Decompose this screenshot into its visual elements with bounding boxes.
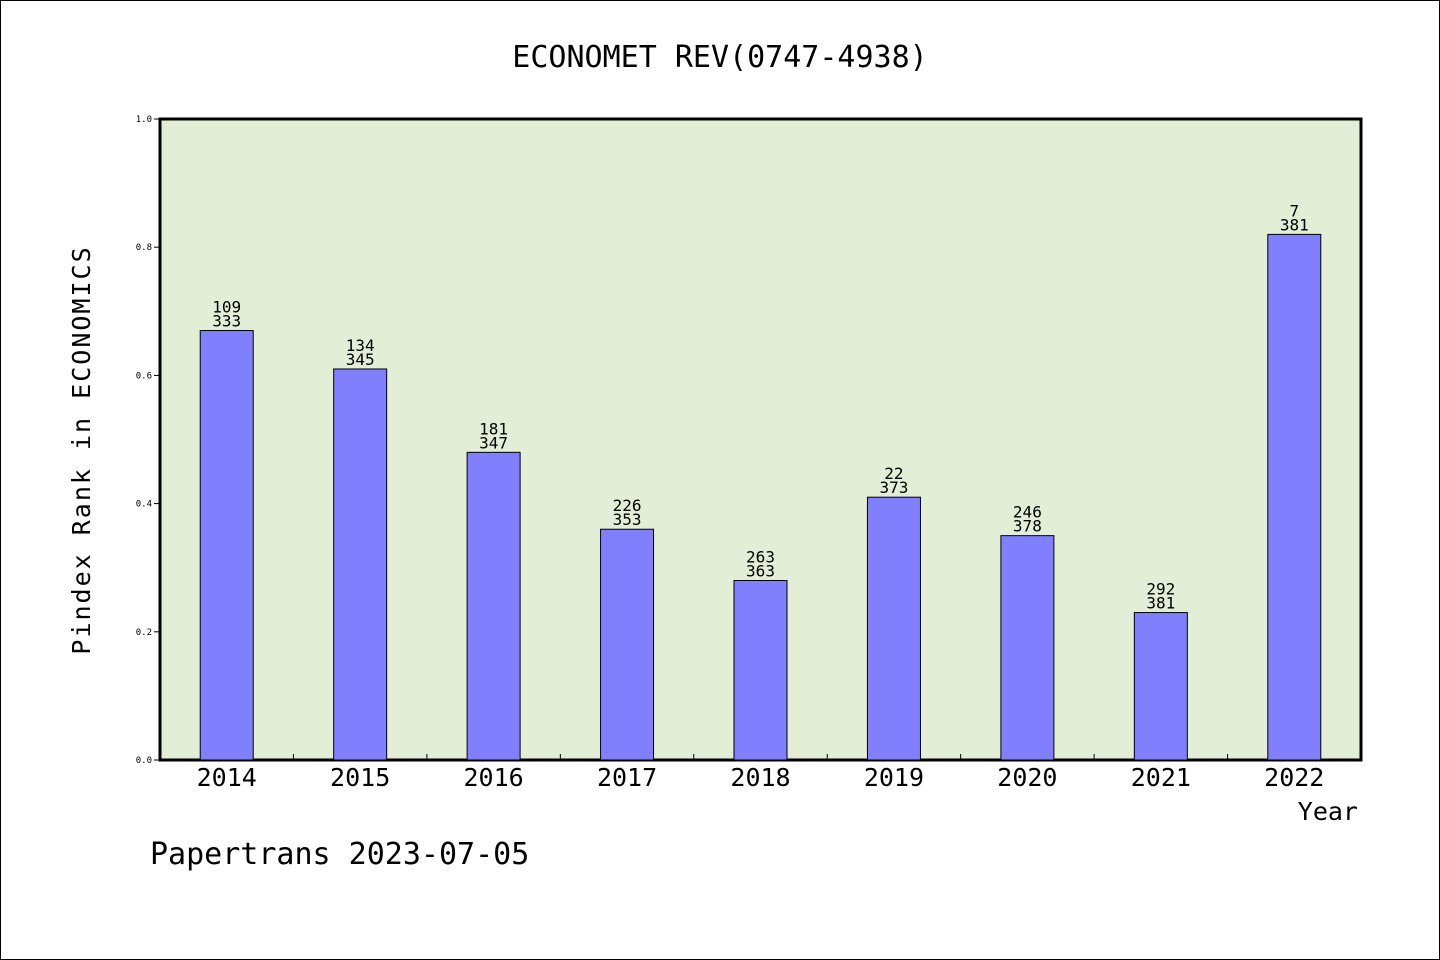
bar-total-label: 347 (479, 433, 508, 452)
x-tick-label: 2018 (730, 763, 790, 792)
bar-rank-label: 226 (613, 496, 642, 515)
chart-title: ECONOMET REV(0747-4938) (512, 40, 927, 75)
bar-rank-label: 292 (1146, 580, 1175, 599)
bar-2016 (466, 451, 521, 761)
bar-total-label: 381 (1146, 594, 1175, 613)
x-tick-label: 2015 (330, 763, 390, 792)
bar-rank-label: 181 (479, 419, 508, 438)
y-tick-label: 1.0 (136, 115, 152, 125)
x-tick-label: 2014 (197, 763, 257, 792)
bar-total-label: 345 (346, 350, 375, 369)
x-tick-label: 2016 (464, 763, 524, 792)
bar-rank-label: 22 (884, 464, 903, 483)
x-tick-label: 2019 (864, 763, 924, 792)
y-tick-label: 0.8 (136, 243, 152, 253)
y-tick-label: 0.0 (136, 756, 152, 766)
bar-2022 (1267, 233, 1322, 761)
y-tick-label: 0.2 (136, 628, 152, 638)
bar-total-label: 363 (746, 562, 775, 581)
bar-total-label: 378 (1013, 517, 1042, 536)
bar-2018 (733, 580, 788, 761)
bar-total-label: 373 (879, 478, 908, 497)
bar-2021 (1133, 612, 1188, 761)
x-axis-label: Year (1298, 797, 1358, 826)
bar-rank-label: 134 (346, 336, 375, 355)
bar-2015 (333, 368, 388, 761)
bar-total-label: 381 (1280, 215, 1309, 234)
x-tick-label: 2022 (1264, 763, 1324, 792)
bar-2020 (1000, 535, 1055, 761)
x-tick-label: 2020 (997, 763, 1057, 792)
x-tick-label: 2017 (597, 763, 657, 792)
x-tick-label: 2021 (1131, 763, 1191, 792)
bar-2017 (600, 528, 655, 761)
bar-2019 (866, 496, 921, 761)
bar-rank-label: 109 (212, 298, 241, 317)
bar-total-label: 353 (613, 510, 642, 529)
footer-text: Papertrans 2023-07-05 (150, 837, 529, 872)
y-axis-label: Pindex Rank in ECONOMICS (67, 245, 96, 654)
y-tick-label: 0.4 (136, 500, 152, 510)
bar-rank-label: 7 (1289, 201, 1299, 220)
y-tick-label: 0.6 (136, 371, 152, 381)
bar-total-label: 333 (212, 312, 241, 331)
bar-rank-label: 246 (1013, 503, 1042, 522)
bar-rank-label: 263 (746, 548, 775, 567)
bar-2014 (199, 330, 254, 761)
